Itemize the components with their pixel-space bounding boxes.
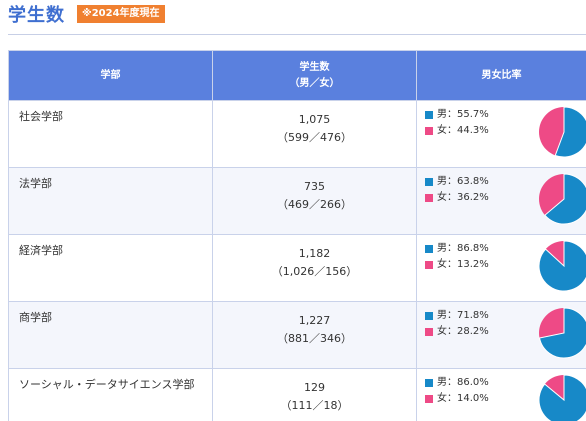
male-pie-slice bbox=[544, 173, 586, 225]
male-swatch-icon bbox=[425, 111, 433, 119]
count-cell: 1,227 （881／346） bbox=[212, 301, 417, 369]
male-swatch-icon bbox=[425, 379, 433, 387]
legend-female: 女：44.3% bbox=[425, 123, 586, 139]
male-pie-slice bbox=[554, 106, 586, 158]
ratio-cell: 男：63.8% 女：36.2% bbox=[416, 167, 586, 235]
gender-pie-chart bbox=[538, 307, 586, 359]
faculty-cell: 経済学部 bbox=[8, 234, 213, 302]
table-row: 経済学部 1,182 （1,026／156） 男：86.8% 女：13.2% bbox=[8, 234, 586, 302]
header-ratio: 男女比率 bbox=[416, 50, 586, 101]
gender-pie-chart bbox=[538, 374, 586, 421]
count-cell: 1,182 （1,026／156） bbox=[212, 234, 417, 302]
male-swatch-icon bbox=[425, 178, 433, 186]
ratio-cell: 男：71.8% 女：28.2% bbox=[416, 301, 586, 369]
legend-male: 男：86.8% bbox=[425, 241, 586, 257]
male-pie-slice bbox=[538, 307, 586, 359]
ratio-cell: 男：86.8% 女：13.2% bbox=[416, 234, 586, 302]
female-swatch-icon bbox=[425, 127, 433, 135]
gender-breakdown: （1,026／156） bbox=[271, 265, 358, 278]
gender-pie-chart bbox=[539, 106, 586, 158]
ratio-cell: 男：86.0% 女：14.0% bbox=[416, 368, 586, 421]
legend-male: 男：55.7% bbox=[425, 107, 586, 123]
total-count: 1,227 bbox=[298, 314, 331, 327]
gender-breakdown: （469／266） bbox=[277, 198, 352, 211]
total-count: 1,075 bbox=[298, 113, 331, 126]
table-row: 商学部 1,227 （881／346） 男：71.8% 女：28.2% bbox=[8, 301, 586, 369]
female-swatch-icon bbox=[425, 261, 433, 269]
female-swatch-icon bbox=[425, 328, 433, 336]
faculty-cell: 法学部 bbox=[8, 167, 213, 235]
page-header: 学生数 ※2024年度現在 bbox=[8, 0, 165, 28]
legend-female: 女：28.2% bbox=[425, 324, 586, 340]
legend-male: 男：71.8% bbox=[425, 308, 586, 324]
legend-male: 男：63.8% bbox=[425, 174, 586, 190]
count-cell: 1,075 （599／476） bbox=[212, 100, 417, 168]
male-swatch-icon bbox=[425, 245, 433, 253]
student-count-table: 学部 学生数 （男／女） 男女比率 社会学部 1,075 （599／476） 男… bbox=[8, 50, 586, 421]
header-count-line2: （男／女） bbox=[289, 77, 340, 89]
faculty-cell: 社会学部 bbox=[8, 100, 213, 168]
table-header-row: 学部 学生数 （男／女） 男女比率 bbox=[8, 50, 586, 101]
table-row: ソーシャル・データサイエンス学部 129 （111／18） 男：86.0% 女：… bbox=[8, 368, 586, 421]
faculty-cell: 商学部 bbox=[8, 301, 213, 369]
legend-female: 女：36.2% bbox=[425, 190, 586, 206]
gender-breakdown: （111／18） bbox=[280, 399, 349, 412]
gender-pie-chart bbox=[539, 173, 586, 225]
legend-male: 男：86.0% bbox=[425, 375, 586, 391]
female-ratio-label: 女：28.2% bbox=[437, 326, 489, 337]
date-badge: ※2024年度現在 bbox=[77, 5, 165, 23]
header-count-line1: 学生数 bbox=[299, 61, 330, 73]
gender-breakdown: （599／476） bbox=[277, 131, 352, 144]
page-title: 学生数 bbox=[8, 5, 65, 26]
male-ratio-label: 男：71.8% bbox=[437, 310, 489, 321]
male-ratio-label: 男：63.8% bbox=[437, 176, 489, 187]
table-row: 法学部 735 （469／266） 男：63.8% 女：36.2% bbox=[8, 167, 586, 235]
total-count: 1,182 bbox=[298, 247, 331, 260]
female-swatch-icon bbox=[425, 395, 433, 403]
female-swatch-icon bbox=[425, 194, 433, 202]
faculty-cell: ソーシャル・データサイエンス学部 bbox=[8, 368, 213, 421]
female-ratio-label: 女：36.2% bbox=[437, 192, 489, 203]
male-pie-slice bbox=[538, 374, 586, 421]
male-pie-slice bbox=[538, 240, 586, 292]
total-count: 735 bbox=[304, 180, 325, 193]
male-ratio-label: 男：86.0% bbox=[437, 377, 489, 388]
count-cell: 735 （469／266） bbox=[212, 167, 417, 235]
header-count: 学生数 （男／女） bbox=[212, 50, 417, 101]
legend-female: 女：13.2% bbox=[425, 257, 586, 273]
count-cell: 129 （111／18） bbox=[212, 368, 417, 421]
male-ratio-label: 男：86.8% bbox=[437, 243, 489, 254]
ratio-cell: 男：55.7% 女：44.3% bbox=[416, 100, 586, 168]
gender-pie-chart bbox=[538, 240, 586, 292]
gender-breakdown: （881／346） bbox=[277, 332, 352, 345]
table-row: 社会学部 1,075 （599／476） 男：55.7% 女：44.3% bbox=[8, 100, 586, 168]
female-ratio-label: 女：13.2% bbox=[437, 259, 489, 270]
male-ratio-label: 男：55.7% bbox=[437, 109, 489, 120]
title-divider bbox=[8, 34, 586, 35]
legend-female: 女：14.0% bbox=[425, 391, 586, 407]
female-ratio-label: 女：14.0% bbox=[437, 393, 489, 404]
female-ratio-label: 女：44.3% bbox=[437, 125, 489, 136]
header-faculty: 学部 bbox=[8, 50, 213, 101]
total-count: 129 bbox=[304, 381, 325, 394]
male-swatch-icon bbox=[425, 312, 433, 320]
